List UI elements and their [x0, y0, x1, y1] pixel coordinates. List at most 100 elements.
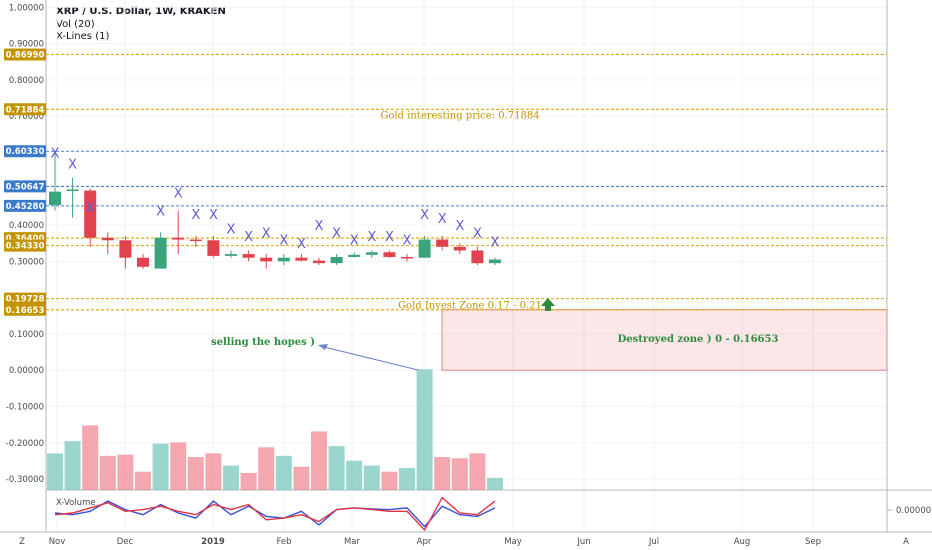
level-badge-label: 0.34330 [6, 242, 45, 252]
xlines-indicator-label[interactable]: X-Lines (1) [56, 31, 110, 42]
volume-bar [487, 477, 503, 490]
y-tick-label: 0.70000 [9, 112, 44, 122]
volume-bar [99, 455, 116, 490]
candle-body [49, 191, 61, 206]
volume-bar [223, 465, 239, 490]
candle-body [401, 256, 413, 259]
arrow-head-icon [318, 344, 328, 350]
x-marker: X [332, 226, 341, 241]
volume-bar [311, 431, 327, 490]
volume-bar [47, 453, 63, 490]
selling-hopes-label: selling the hopes ) [211, 337, 315, 348]
x-tick-label: Sep [805, 537, 821, 547]
y-tick-label: 0.30000 [9, 257, 44, 267]
indicator-y-tick: 0.00000 [896, 506, 931, 516]
candle-body [330, 256, 343, 264]
y-tick-label: 1.00000 [9, 3, 44, 13]
candle-body [418, 239, 431, 258]
candle-body [101, 237, 114, 241]
x-marker: X [174, 186, 183, 201]
candle-body [471, 250, 484, 264]
candle-body [365, 252, 378, 255]
selling-arrow-line [319, 345, 419, 371]
x-marker: X [367, 230, 376, 245]
volume-bar [117, 454, 134, 490]
candle-body [436, 239, 449, 247]
volume-bar [82, 425, 99, 490]
destroyed-zone-box [441, 309, 888, 371]
level-badge-label: 0.86990 [6, 50, 45, 60]
x-tick-label: 2019 [201, 537, 225, 547]
volume-bar [240, 472, 257, 490]
candle-body [295, 257, 308, 261]
level-badge [4, 303, 46, 316]
level-badge-label: 0.60330 [6, 147, 45, 157]
candle-body [137, 257, 149, 267]
x-marker: X [227, 223, 236, 238]
x-marker: X [209, 208, 218, 223]
volume-bar [135, 471, 151, 490]
candle-body [119, 240, 132, 258]
level-badge-label: 0.16653 [6, 306, 45, 316]
candle-body [489, 259, 501, 264]
x-marker: X [438, 212, 447, 227]
candle-body [260, 257, 273, 262]
destroyed-zone-label: Destroyed zone ) 0 - 0.16653 [618, 334, 779, 345]
x-marker: X [350, 234, 359, 249]
x-marker: X [385, 230, 394, 245]
level-badge [4, 199, 46, 212]
x-marker: X [156, 205, 165, 220]
candle-body [84, 190, 97, 238]
gold-invest-label: Gold Invest Zone 0.17 - 0.21 [398, 301, 542, 312]
indicator-title: X-Volume [56, 498, 96, 508]
x-tick-label: May [504, 537, 522, 547]
level-badge-label: 0.19728 [6, 295, 45, 305]
volume-bar [187, 457, 204, 490]
candle-body [66, 189, 79, 191]
x-marker: X [491, 235, 500, 250]
x-tick-label: Aug [734, 537, 751, 547]
y-tick-label: -0.10000 [6, 403, 44, 413]
volume-bar [469, 453, 486, 490]
x-tick-label: Mar [344, 537, 361, 547]
level-badge [4, 103, 46, 116]
y-tick-label: 0.40000 [9, 221, 44, 231]
x-tick-label: Dec [117, 537, 134, 547]
volume-bar [399, 468, 415, 490]
level-badge [4, 292, 46, 305]
x-marker: X [86, 201, 95, 216]
up-arrow-icon [541, 298, 555, 311]
candle-body [207, 240, 220, 256]
volume-bar [64, 441, 81, 490]
y-tick-label: 0.10000 [9, 330, 44, 340]
candle-body [242, 254, 255, 258]
x-marker: X [473, 226, 482, 241]
volume-bar [152, 443, 169, 490]
volume-bar [328, 446, 345, 490]
volume-bar [363, 465, 380, 490]
volume-bar [258, 447, 275, 490]
x-tick-label: Apr [417, 537, 432, 547]
x-marker: X [191, 208, 200, 223]
volume-indicator-label[interactable]: Vol (20) [56, 19, 95, 30]
y-tick-label: -0.20000 [6, 439, 44, 449]
volume-bar [170, 442, 187, 490]
x-marker: X [297, 237, 306, 252]
candle-body [189, 239, 202, 242]
candle-body [383, 252, 396, 257]
candle-body [154, 237, 167, 269]
volume-bar [416, 369, 433, 490]
x-marker: X [68, 157, 77, 172]
volume-bar [434, 457, 451, 490]
gold-interesting-label: Gold interesting price: 0.71884 [380, 110, 539, 121]
level-badge-label: 0.71884 [6, 105, 45, 115]
level-badge-label: 0.36400 [6, 234, 45, 244]
x-marker: X [455, 219, 464, 234]
x-marker: X [244, 230, 253, 245]
candle-body [225, 254, 237, 256]
y-tick-label: 0.90000 [9, 40, 44, 50]
candle-body [172, 237, 185, 240]
x-marker: X [403, 234, 412, 249]
level-badge [4, 239, 46, 252]
